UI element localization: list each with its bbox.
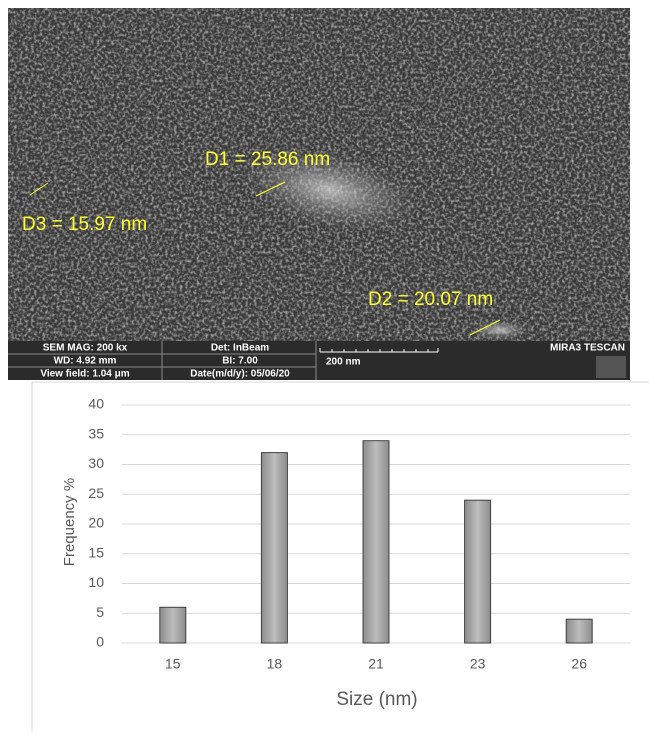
annotation: D2 = 20.07 nm: [368, 289, 493, 310]
y-tick-label: 25: [88, 485, 104, 501]
y-tick-label: 35: [88, 425, 104, 441]
x-axis-label: Size (nm): [336, 689, 417, 710]
sem-image: D1 = 25.86 nm D3 = 15.97 nm D2 = 20.07 n…: [8, 8, 630, 380]
y-tick-label: 0: [96, 634, 104, 650]
bar: [261, 453, 287, 643]
x-tick-label: 26: [571, 656, 587, 672]
annotation: D1 = 25.86 nm: [205, 149, 330, 170]
info-text: Date(m/d/y): 05/06/20: [190, 369, 290, 380]
bar: [160, 607, 186, 643]
info-text: View field: 1.04 μm: [40, 369, 129, 380]
x-tick-label: 23: [470, 656, 486, 672]
scale-label: 200 nm: [326, 357, 361, 368]
y-tick-label: 10: [88, 574, 104, 590]
y-tick-label: 40: [88, 396, 104, 412]
page: D1 = 25.86 nm D3 = 15.97 nm D2 = 20.07 n…: [0, 0, 649, 732]
y-tick-label: 15: [88, 544, 104, 560]
info-text: BI: 7.00: [222, 356, 258, 367]
y-tick-label: 20: [88, 515, 104, 531]
bar: [465, 500, 491, 643]
x-tick-label: 21: [368, 656, 384, 672]
info-text: Det: InBeam: [211, 343, 269, 354]
info-text: SEM MAG: 200 kx: [43, 343, 128, 354]
brand: MIRA3 TESCAN: [550, 343, 625, 354]
bar: [566, 619, 592, 643]
x-tick-label: 18: [267, 656, 283, 672]
y-tick-label: 30: [88, 455, 104, 471]
info-text: WD: 4.92 mm: [54, 356, 117, 367]
x-tick-label: 15: [165, 656, 181, 672]
bar: [363, 441, 389, 643]
chart: Size (nm) Frequency % 0 5 10 15 20 25 30 35 40 15…: [61, 396, 630, 710]
y-axis-label: Frequency %: [61, 478, 78, 566]
annotation: D3 = 15.97 nm: [22, 214, 147, 235]
y-tick-label: 5: [96, 604, 104, 620]
